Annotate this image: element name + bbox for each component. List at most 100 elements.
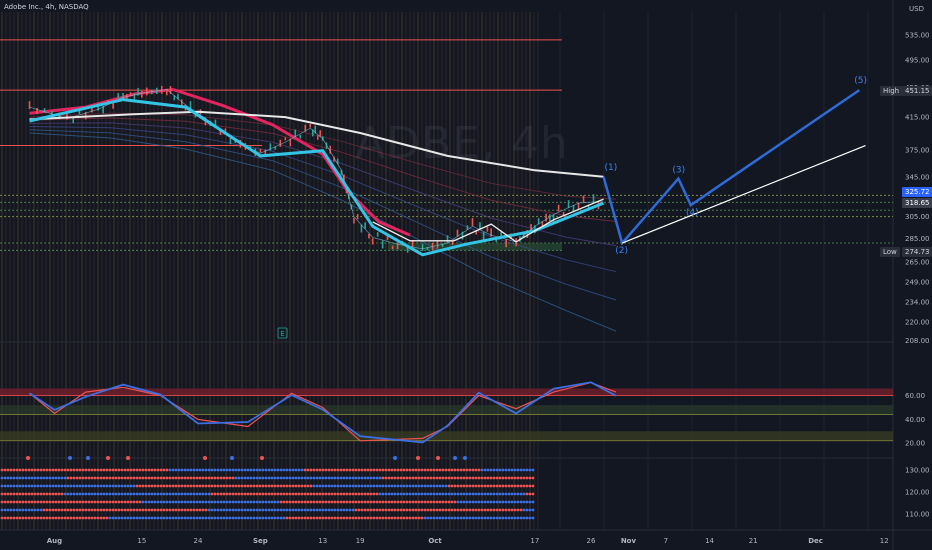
signal-dot [48, 500, 52, 504]
signal-dot [192, 476, 196, 480]
signal-dot [222, 468, 226, 472]
signal-dot [453, 468, 457, 472]
currency-label: USD [909, 5, 924, 13]
signal-dot [230, 456, 234, 460]
signal-dot [366, 508, 370, 512]
signal-dot [366, 492, 370, 496]
signal-dot [216, 468, 220, 472]
signal-dot [36, 484, 40, 488]
signal-dot [249, 516, 253, 520]
signal-dot [279, 508, 283, 512]
signal-dot [279, 468, 283, 472]
signal-dot [330, 516, 334, 520]
signal-dot [342, 468, 346, 472]
signal-dot [78, 516, 82, 520]
signal-dot [285, 476, 289, 480]
signal-dot [348, 508, 352, 512]
signal-dot [465, 516, 469, 520]
signal-dot [159, 508, 163, 512]
signal-dot [441, 500, 445, 504]
signal-dot [147, 468, 151, 472]
signal-dot [372, 484, 376, 488]
signal-dot [231, 484, 235, 488]
signal-dot [216, 516, 220, 520]
signal-dot [156, 516, 160, 520]
signal-dot [456, 476, 460, 480]
signal-dot [447, 476, 451, 480]
signal-dot [51, 476, 55, 480]
signal-dot [363, 484, 367, 488]
signal-dot [321, 468, 325, 472]
signal-dot [237, 500, 241, 504]
signal-dot [342, 476, 346, 480]
signal-dot [159, 492, 163, 496]
signal-dot [309, 484, 313, 488]
signal-dot [321, 516, 325, 520]
signal-dot [327, 508, 331, 512]
signal-dot [207, 468, 211, 472]
price-axis-tick: 495.00 [905, 57, 930, 65]
signal-dot [54, 484, 58, 488]
signal-dot [72, 516, 76, 520]
signal-dot [255, 492, 259, 496]
signal-dot [381, 468, 385, 472]
price-candle [391, 245, 394, 250]
signal-dot [507, 516, 511, 520]
signal-dot [416, 456, 420, 460]
signal-dot [9, 468, 13, 472]
signal-dot [141, 492, 145, 496]
signal-dot [282, 500, 286, 504]
zigzag-line [372, 198, 604, 243]
signal-dot [204, 516, 208, 520]
signal-dot [483, 516, 487, 520]
signal-dot [204, 468, 208, 472]
signal-dot [138, 468, 142, 472]
signal-dot [267, 492, 271, 496]
price-candle [505, 239, 507, 248]
signal-dot [189, 492, 193, 496]
signal-dot [336, 516, 340, 520]
signal-dot [273, 516, 277, 520]
signal-dot [225, 492, 229, 496]
signal-dot [207, 492, 211, 496]
price-axis-tick: 415.00 [905, 114, 930, 122]
signal-dot [192, 492, 196, 496]
time-axis-tick: Aug [47, 537, 62, 545]
wave-label: (4) [686, 208, 699, 218]
signal-dot [12, 492, 16, 496]
signal-dot [12, 500, 16, 504]
signal-dot [471, 484, 475, 488]
signal-dot [264, 492, 268, 496]
signal-dot [150, 516, 154, 520]
signal-dot [39, 476, 43, 480]
price-candle [381, 240, 384, 249]
price-candle [562, 211, 565, 216]
signal-dot [528, 492, 532, 496]
signal-dot [378, 500, 382, 504]
signal-dot [96, 500, 100, 504]
signal-dot [60, 468, 64, 472]
signal-dot [0, 500, 4, 504]
signal-dot [201, 500, 205, 504]
signal-dot [420, 492, 424, 496]
signal-dot [183, 476, 187, 480]
signal-dot [381, 508, 385, 512]
signal-dot [522, 476, 526, 480]
signal-dot [3, 484, 7, 488]
signal-dot [186, 508, 190, 512]
signal-dot [36, 500, 40, 504]
signal-dot [162, 484, 166, 488]
signal-dot [513, 500, 517, 504]
signal-dot [348, 484, 352, 488]
signal-dot [327, 516, 331, 520]
signal-dot [438, 500, 442, 504]
signal-dot [171, 484, 175, 488]
signal-dot [303, 492, 307, 496]
signal-dot [165, 492, 169, 496]
signal-dot [312, 500, 316, 504]
signal-dot [510, 476, 514, 480]
signal-dot [414, 500, 418, 504]
signal-dot [126, 476, 130, 480]
price-candle [426, 247, 429, 251]
